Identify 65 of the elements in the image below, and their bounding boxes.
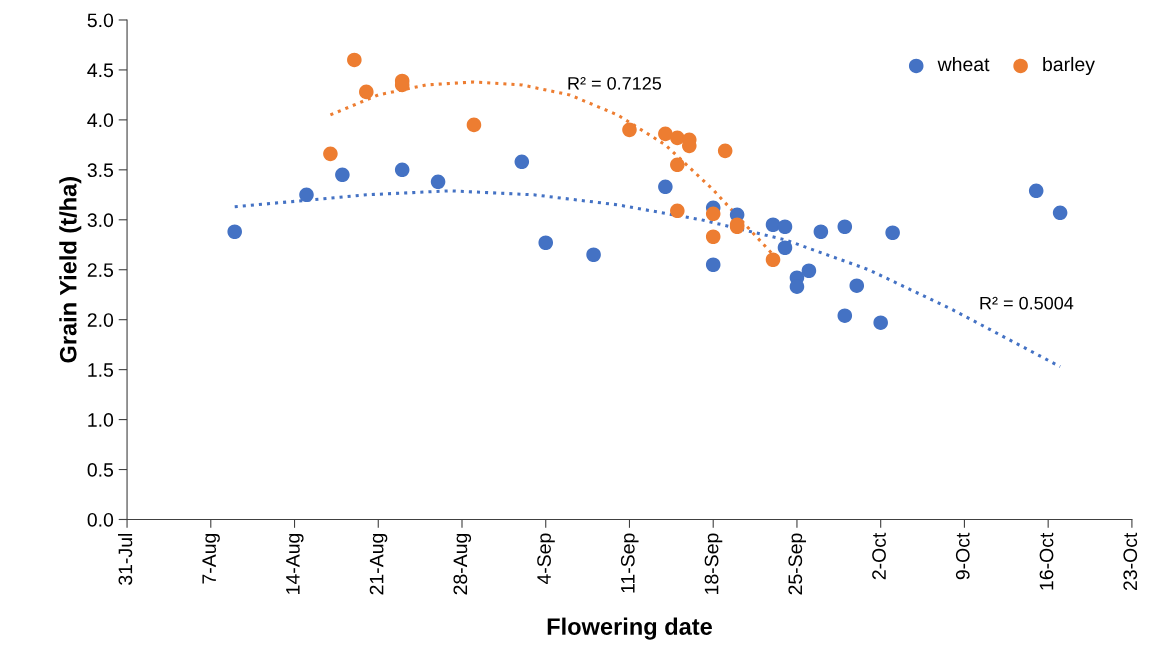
legend-label: wheat (937, 56, 990, 72)
point (777, 219, 793, 235)
y-tick-label: 5.0 (87, 13, 114, 28)
point (885, 225, 900, 241)
point (1028, 183, 1044, 199)
x-tick-label: 2-Oct (872, 532, 886, 580)
y-tick-label: 0.0 (87, 512, 114, 527)
point (430, 174, 446, 190)
y-tick-label: 1.5 (88, 363, 114, 377)
y-tick-label: 4.5 (87, 63, 114, 78)
point (347, 52, 362, 68)
point (394, 162, 410, 178)
annotation: R² = 0.7125 (568, 76, 662, 90)
point (335, 167, 350, 183)
point (705, 229, 721, 245)
point (801, 263, 817, 279)
point (670, 130, 685, 146)
legend-label: barley (1043, 56, 1095, 76)
point (765, 217, 781, 233)
annotation: R² = 0.5004 (980, 296, 1074, 310)
point (538, 235, 554, 251)
point (227, 224, 242, 240)
x-tick-label: 25-Sep (788, 533, 807, 595)
x-tick-label: 9-Oct (955, 532, 970, 580)
point (658, 126, 673, 142)
point (849, 278, 865, 293)
point (1052, 205, 1068, 221)
point (670, 157, 685, 173)
x-tick-label: 18-Sep (704, 533, 723, 594)
point (837, 219, 853, 235)
x-tick-label: 23-Oct (1123, 532, 1138, 591)
x-tick-label: 14-Aug (286, 533, 304, 594)
point (586, 247, 601, 263)
point (717, 143, 733, 159)
point (359, 84, 374, 100)
x-tick-label: 11-Sep (620, 533, 639, 593)
point (813, 224, 829, 240)
x-axis-title: Flowering date (547, 617, 712, 640)
y-tick-label: 1.0 (88, 413, 114, 427)
x-tick-label: 4-Sep (537, 533, 555, 585)
point (873, 315, 888, 330)
x-tick-label: 28-Aug (453, 533, 472, 595)
point (837, 308, 853, 323)
point (765, 252, 781, 268)
y-tick-label: 3.0 (87, 213, 114, 228)
y-axis-title: Grain Yield (t/ha) (59, 177, 82, 363)
x-tick-label: 31-Jul (117, 533, 133, 585)
y-tick-label: 4.0 (87, 113, 114, 128)
point (670, 203, 685, 219)
point (705, 257, 721, 273)
x-tick-label: 16-Oct (1039, 532, 1054, 590)
x-tick-label: 21-Aug (369, 533, 388, 595)
point (622, 122, 637, 138)
y-tick-label: 2.5 (87, 263, 114, 277)
x-tick-label: 7-Aug (202, 533, 220, 584)
point (777, 240, 793, 256)
point (299, 187, 314, 203)
point (514, 154, 530, 170)
point (323, 146, 338, 162)
point (466, 117, 482, 133)
point (658, 179, 673, 195)
y-tick-label: 2.0 (87, 313, 114, 327)
y-tick-label: 3.5 (87, 163, 114, 178)
y-tick-label: 0.5 (87, 463, 114, 477)
point (705, 206, 721, 222)
